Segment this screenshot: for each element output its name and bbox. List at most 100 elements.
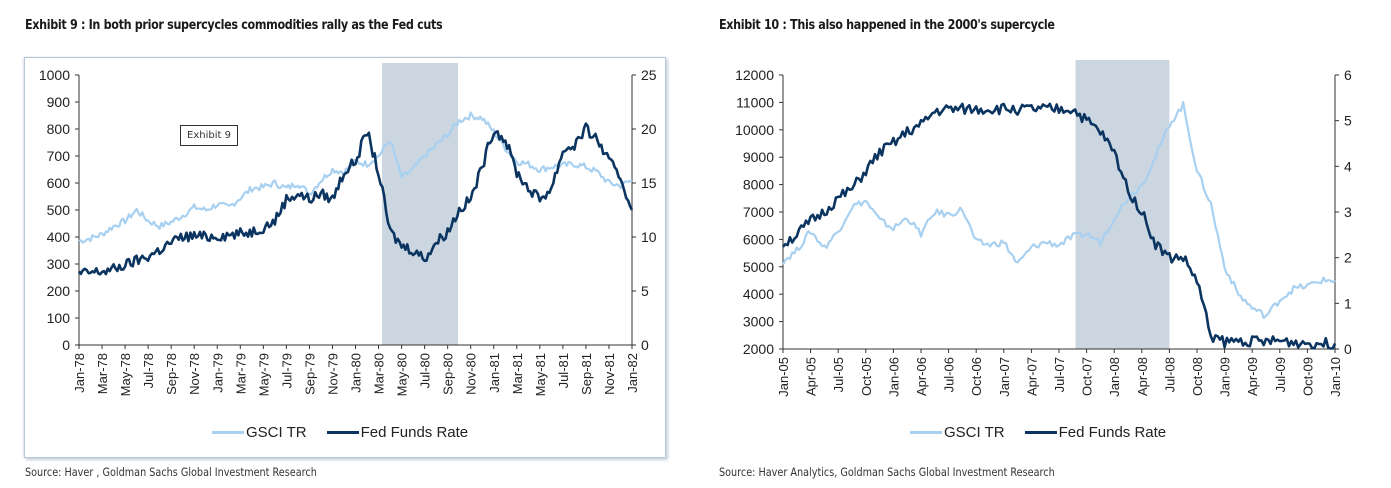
left-y-tick-label: 700 [47,148,71,164]
x-tick-label: Apr-09 [1245,357,1260,396]
x-tick-label: Jul-81 [556,353,571,388]
legend-item-gsci: GSCI TR [910,424,1005,441]
x-tick-label: Jan-81 [487,353,502,393]
x-tick-label: Jul-07 [1052,357,1067,392]
x-tick-label: Apr-06 [914,357,929,396]
right-y-tick-label: 1 [1344,295,1352,311]
gsci-swatch [212,431,244,434]
exhibit-9-source: Source: Haver , Goldman Sachs Global Inv… [25,465,317,479]
right-y-tick-label: 20 [641,121,657,137]
exhibit-10-legend: GSCI TR Fed Funds Rate [910,424,1186,441]
left-y-tick-label: 300 [47,256,71,272]
gsci-tr-line [782,100,1336,320]
exhibit-9-chart: 0 100 200 300 400 500 600 700 800 900 1000 0 5 10 15 20… [39,63,657,396]
x-tick-label: Oct-08 [1190,357,1205,396]
x-tick-label: Sep-80 [441,353,456,395]
x-tick-label: Nov-81 [602,353,617,395]
x-tick-label: Mar-79 [233,353,248,394]
exhibit-9-annotation: Exhibit 9 [180,125,238,146]
x-tick-label: Oct-05 [859,357,874,396]
x-tick-label: Mar-78 [95,353,110,394]
x-tick-label: Jul-78 [141,353,156,388]
x-tick-label: May-78 [118,353,133,396]
left-y-tick-label: 0 [62,337,70,353]
right-y-tick-label: 2 [1344,250,1352,266]
x-tick-label: Oct-09 [1300,357,1315,396]
exhibit-10-title: Exhibit 10 : This also happened in the 2… [719,18,1055,33]
x-tick-label: Apr-05 [804,357,819,396]
x-tick-label: Sep-81 [579,353,594,395]
right-y-tick-label: 0 [641,337,649,353]
left-y-tick-label: 200 [47,283,71,299]
left-y-tick-label: 500 [47,202,71,218]
left-y-tick-label: 3000 [743,314,774,330]
gsci-swatch [910,431,942,434]
x-tick-label: May-79 [256,353,271,396]
x-tick-label: May-81 [533,353,548,396]
x-tick-label: Jan-82 [625,353,640,393]
exhibit-9-frame [24,57,666,458]
x-tick-label: Nov-80 [464,353,479,395]
x-tick-label: Jan-05 [776,357,791,397]
x-tick-label: Nov-78 [187,353,202,395]
x-tick-label: Sep-79 [302,353,317,395]
x-tick-label: Mar-81 [510,353,525,394]
right-y-tick-label: 5 [641,283,649,299]
left-y-tick-label: 1000 [39,67,70,83]
right-y-tick-label: 3 [1344,204,1352,220]
x-tick-label: Apr-08 [1135,357,1150,396]
left-y-tick-label: 9000 [743,149,774,165]
x-tick-label: Jan-78 [72,353,87,393]
x-tick-label: Nov-79 [325,353,340,395]
left-y-tick-label: 8000 [743,177,774,193]
exhibit-10-chart: 2000 3000 4000 5000 6000 7000 8000 9000 10000 110… [735,60,1352,397]
shaded-region [381,63,459,345]
right-y-tick-label: 25 [641,67,657,83]
left-y-tick-label: 12000 [735,67,774,83]
x-tick-label: Jul-08 [1162,357,1177,392]
x-tick-label: Jul-79 [279,353,294,388]
x-tick-label: Jul-09 [1273,357,1288,392]
x-tick-label: May-80 [395,353,410,396]
x-tick-label: Jan-06 [886,357,901,397]
left-y-tick-label: 600 [47,175,71,191]
exhibit-10-source: Source: Haver Analytics, Goldman Sachs G… [719,465,1055,479]
left-y-tick-label: 11000 [736,94,774,110]
left-y-tick-label: 10000 [735,122,774,138]
left-y-tick-label: 100 [47,310,71,326]
right-y-tick-label: 10 [641,229,657,245]
x-tick-label: Oct-06 [969,357,984,396]
left-y-tick-label: 4000 [743,286,774,302]
exhibit-9-legend: GSCI TR Fed Funds Rate [212,424,488,441]
right-y-tick-label: 5 [1344,113,1352,129]
fed-swatch [1024,431,1057,434]
left-y-tick-label: 6000 [743,231,774,247]
legend-label: GSCI TR [944,424,1005,441]
x-tick-label: Oct-07 [1080,357,1095,396]
legend-label: Fed Funds Rate [1058,424,1167,441]
gsci-tr-line [78,111,633,244]
left-y-tick-label: 800 [47,121,71,137]
right-y-tick-label: 4 [1344,158,1352,174]
exhibit-9-title: Exhibit 9 : In both prior supercycles co… [25,18,443,33]
legend-label: GSCI TR [246,424,307,441]
x-tick-label: Jul-80 [418,353,433,388]
x-tick-label: Jan-79 [210,353,225,393]
x-tick-label: Jan-10 [1328,357,1343,397]
x-tick-label: Jan-08 [1107,357,1122,397]
left-y-tick-label: 5000 [743,259,774,275]
legend-item-fed: Fed Funds Rate [1024,424,1167,441]
legend-item-fed: Fed Funds Rate [326,424,468,441]
left-y-tick-label: 400 [47,229,71,245]
fed-funds-rate-line [77,122,634,276]
x-tick-label: Jul-06 [942,357,957,392]
right-y-tick-label: 6 [1344,67,1352,83]
right-y-tick-label: 15 [641,175,657,191]
x-tick-label: Jan-07 [997,357,1012,397]
x-tick-label: Mar-80 [372,353,387,394]
x-tick-label: Sep-78 [164,353,179,395]
legend-item-gsci: GSCI TR [212,424,307,441]
left-y-tick-label: 7000 [743,204,774,220]
fed-funds-rate-line [782,102,1337,350]
right-y-tick-label: 0 [1344,341,1352,357]
